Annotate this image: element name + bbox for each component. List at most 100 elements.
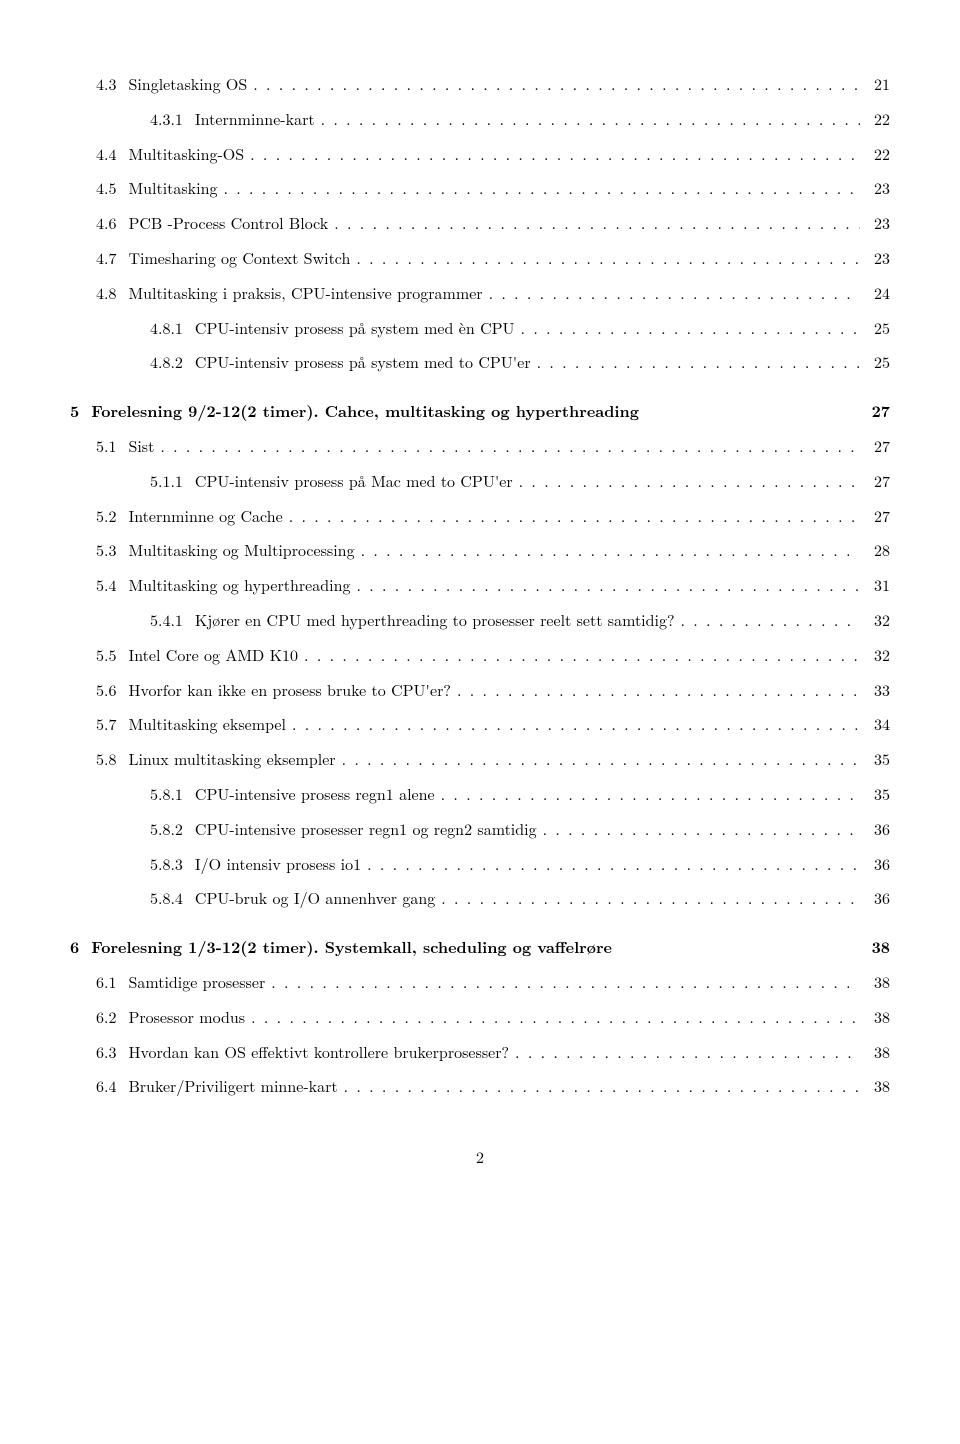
toc-entry-number: 5.4 bbox=[96, 575, 128, 596]
toc-entry-title: PCB -Process Control Block bbox=[128, 213, 328, 234]
toc-entry-number: 6.4 bbox=[96, 1076, 128, 1097]
toc-entry-number: 5.8.2 bbox=[150, 819, 195, 840]
toc-subsection: 5.8.3I/O intensiv prosess io136 bbox=[70, 854, 890, 875]
toc-entry-title: CPU-intensive prosesser regn1 og regn2 s… bbox=[195, 819, 537, 840]
toc-section: 5.4Multitasking og hyperthreading31 bbox=[70, 575, 890, 596]
toc-section: 5.6Hvorfor kan ikke en prosess bruke to … bbox=[70, 680, 890, 701]
toc-entry-page: 36 bbox=[860, 888, 890, 909]
toc-entry-number: 4.4 bbox=[96, 144, 128, 165]
toc-entry-title: Bruker/Priviligert minne-kart bbox=[128, 1076, 337, 1097]
toc-leader-dots bbox=[265, 972, 860, 993]
toc-chapter: 6Forelesning 1/3-12(2 timer). Systemkall… bbox=[70, 937, 890, 958]
toc-section: 4.6PCB -Process Control Block 23 bbox=[70, 213, 890, 234]
toc-section: 4.8Multitasking i praksis, CPU-intensive… bbox=[70, 283, 890, 304]
toc-entry-number: 5.7 bbox=[96, 714, 128, 735]
toc-entry-page: 23 bbox=[860, 213, 890, 234]
toc-entry-title: Internminne-kart bbox=[195, 109, 315, 130]
toc-entry-page: 34 bbox=[860, 714, 890, 735]
toc-section: 4.5Multitasking23 bbox=[70, 178, 890, 199]
toc-leader-dots bbox=[350, 248, 860, 269]
toc-entry-page: 28 bbox=[860, 540, 890, 561]
table-of-contents: 4.3Singletasking OS214.3.1Internminne-ka… bbox=[70, 74, 890, 1097]
toc-entry-number: 4.6 bbox=[96, 213, 128, 234]
toc-section: 4.7Timesharing og Context Switch 23 bbox=[70, 248, 890, 269]
toc-subsection: 5.8.2CPU-intensive prosesser regn1 og re… bbox=[70, 819, 890, 840]
toc-leader-dots bbox=[286, 714, 860, 735]
toc-entry-number: 5 bbox=[70, 401, 91, 422]
toc-leader-dots bbox=[355, 540, 860, 561]
toc-entry-title: Multitasking og hyperthreading bbox=[128, 575, 350, 596]
toc-entry-number: 5.2 bbox=[96, 506, 128, 527]
toc-subsection: 4.8.2CPU-intensiv prosess på system med … bbox=[70, 352, 890, 373]
toc-entry-page: 38 bbox=[860, 1076, 890, 1097]
toc-entry-title: Multitasking og Multiprocessing bbox=[128, 540, 354, 561]
toc-entry-page: 38 bbox=[860, 972, 890, 993]
toc-entry-title: I/O intensiv prosess io1 bbox=[195, 854, 361, 875]
toc-subsection: 4.8.1CPU-intensiv prosess på system med … bbox=[70, 318, 890, 339]
toc-entry-number: 4.8.2 bbox=[150, 352, 195, 373]
toc-entry-number: 5.8 bbox=[96, 749, 128, 770]
toc-entry-number: 6.1 bbox=[96, 972, 128, 993]
toc-entry-page: 24 bbox=[860, 283, 890, 304]
toc-entry-page: 27 bbox=[860, 401, 890, 422]
toc-entry-page: 21 bbox=[860, 74, 890, 95]
toc-subsection: 5.8.1CPU-intensive prosess regn1 alene35 bbox=[70, 784, 890, 805]
toc-entry-number: 5.5 bbox=[96, 645, 128, 666]
toc-leader-dots bbox=[675, 610, 860, 631]
toc-entry-title: Forelesning 1/3-12(2 timer). Systemkall,… bbox=[91, 937, 612, 958]
toc-entry-title: Multitasking bbox=[128, 178, 217, 199]
toc-section: 5.8Linux multitasking eksempler35 bbox=[70, 749, 890, 770]
toc-entry-title: Prosessor modus bbox=[128, 1007, 245, 1028]
toc-leader-dots bbox=[350, 575, 860, 596]
toc-entry-title: CPU-intensiv prosess på system med èn CP… bbox=[195, 318, 515, 339]
toc-leader-dots bbox=[513, 471, 860, 492]
toc-entry-number: 4.7 bbox=[96, 248, 128, 269]
toc-leader-dots bbox=[451, 680, 860, 701]
toc-entry-title: Internminne og Cache bbox=[128, 506, 282, 527]
toc-leader-dots bbox=[328, 213, 860, 234]
toc-entry-number: 4.8.1 bbox=[150, 318, 195, 339]
toc-entry-page: 22 bbox=[860, 144, 890, 165]
toc-subsection: 5.8.4CPU-bruk og I/O annenhver gang 36 bbox=[70, 888, 890, 909]
toc-leader-dots bbox=[217, 178, 860, 199]
toc-entry-page: 25 bbox=[860, 352, 890, 373]
toc-leader-dots bbox=[154, 436, 860, 457]
toc-entry-number: 6.2 bbox=[96, 1007, 128, 1028]
toc-leader-dots bbox=[315, 109, 860, 130]
toc-entry-page: 35 bbox=[860, 784, 890, 805]
toc-leader-dots bbox=[336, 749, 860, 770]
toc-section: 6.2Prosessor modus 38 bbox=[70, 1007, 890, 1028]
toc-leader-dots bbox=[338, 1076, 860, 1097]
toc-entry-number: 5.8.4 bbox=[150, 888, 195, 909]
toc-entry-title: CPU-intensiv prosess på Mac med to CPU'e… bbox=[195, 471, 513, 492]
toc-entry-page: 23 bbox=[860, 248, 890, 269]
toc-entry-title: Samtidige prosesser bbox=[128, 972, 265, 993]
toc-entry-number: 4.3.1 bbox=[150, 109, 195, 130]
toc-section: 6.1Samtidige prosesser 38 bbox=[70, 972, 890, 993]
toc-entry-title: Multitasking i praksis, CPU-intensive pr… bbox=[128, 283, 482, 304]
toc-entry-title: Timesharing og Context Switch bbox=[128, 248, 350, 269]
toc-entry-number: 6.3 bbox=[96, 1042, 128, 1063]
toc-entry-page: 38 bbox=[860, 1007, 890, 1028]
toc-entry-title: CPU-bruk og I/O annenhver gang bbox=[195, 888, 435, 909]
toc-section: 4.4Multitasking-OS22 bbox=[70, 144, 890, 165]
toc-entry-title: Sist bbox=[128, 436, 154, 457]
toc-chapter: 5Forelesning 9/2-12(2 timer). Cahce, mul… bbox=[70, 401, 890, 422]
toc-entry-title: Hvorfor kan ikke en prosess bruke to CPU… bbox=[128, 680, 450, 701]
toc-entry-page: 38 bbox=[860, 937, 890, 958]
toc-entry-number: 5.1 bbox=[96, 436, 128, 457]
toc-entry-title: Hvordan kan OS effektivt kontrollere bru… bbox=[128, 1042, 509, 1063]
toc-entry-page: 36 bbox=[860, 854, 890, 875]
toc-leader-dots bbox=[515, 318, 860, 339]
toc-entry-title: Kjører en CPU med hyperthreading to pros… bbox=[195, 610, 675, 631]
toc-entry-page: 36 bbox=[860, 819, 890, 840]
toc-entry-page: 25 bbox=[860, 318, 890, 339]
toc-entry-page: 32 bbox=[860, 610, 890, 631]
toc-leader-dots bbox=[247, 74, 860, 95]
toc-entry-page: 35 bbox=[860, 749, 890, 770]
toc-entry-title: CPU-intensiv prosess på system med to CP… bbox=[195, 352, 531, 373]
toc-section: 6.3Hvordan kan OS effektivt kontrollere … bbox=[70, 1042, 890, 1063]
toc-subsection: 4.3.1Internminne-kart22 bbox=[70, 109, 890, 130]
toc-entry-page: 23 bbox=[860, 178, 890, 199]
toc-entry-title: Singletasking OS bbox=[128, 74, 247, 95]
